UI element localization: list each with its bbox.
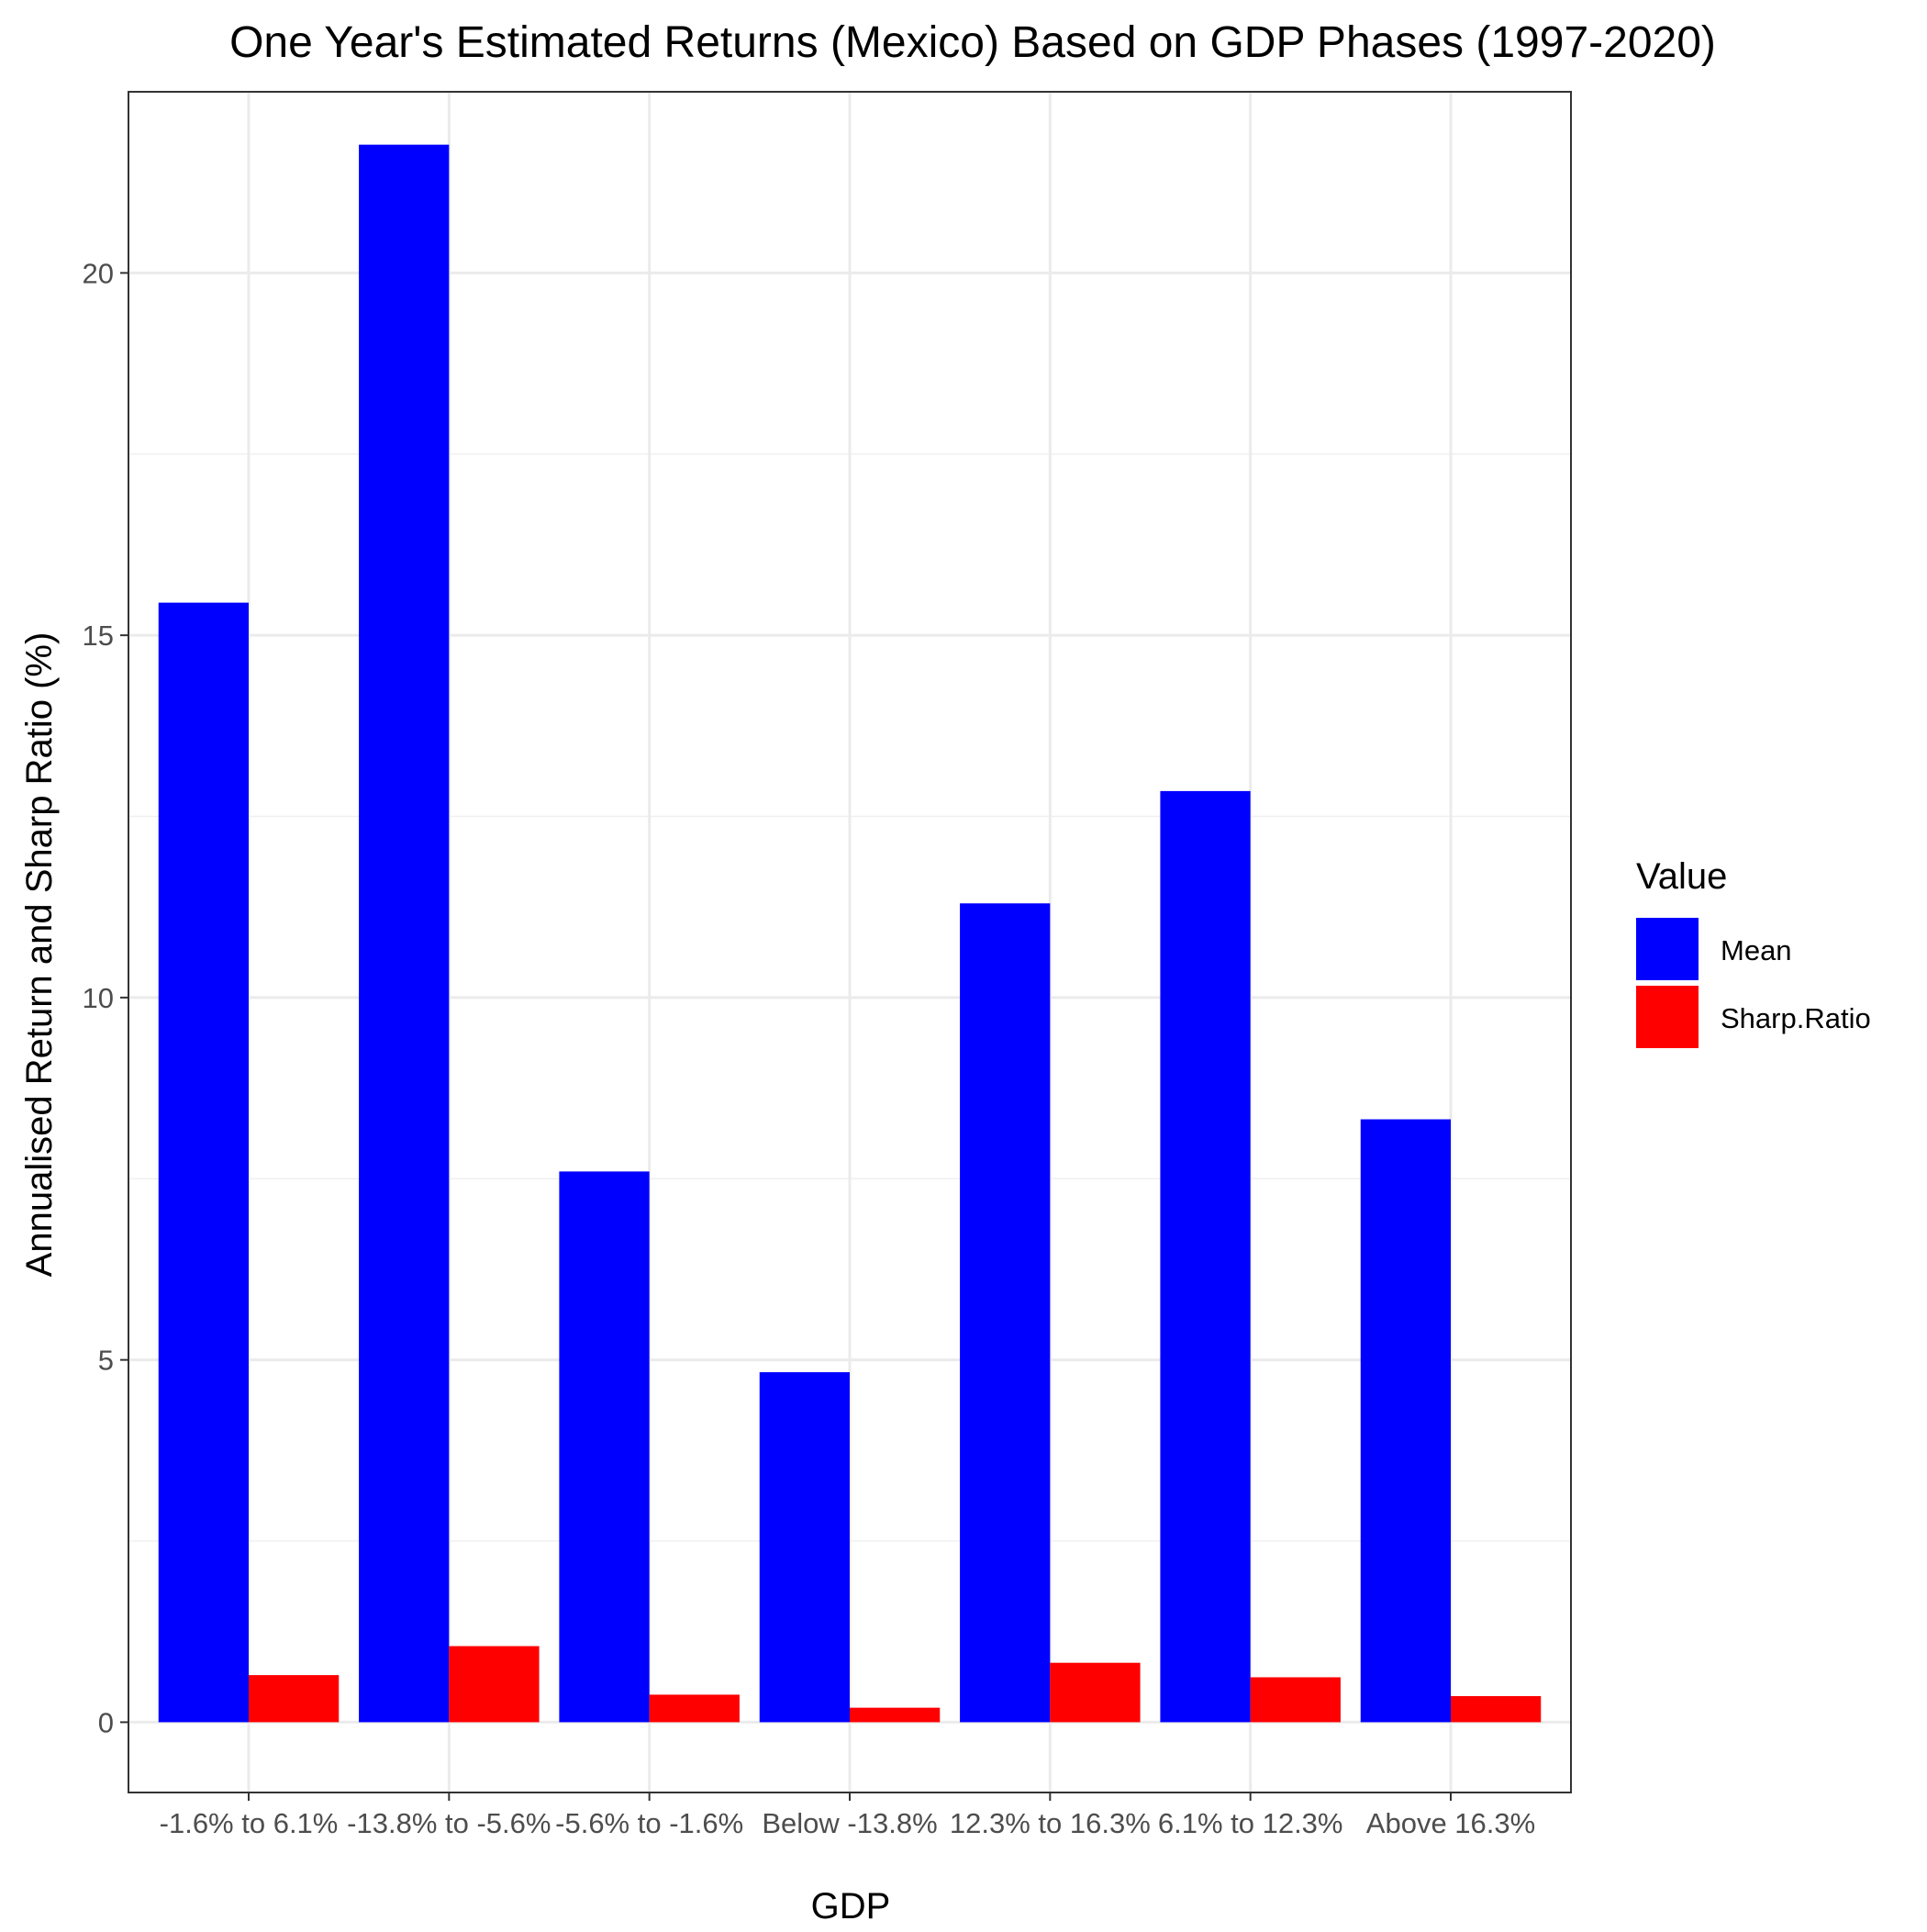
bar-sharp-ratio [1050,1662,1141,1723]
legend-items: Mean Sharp.Ratio [1636,918,1871,1048]
legend-title: Value [1636,856,1727,897]
legend-label: Sharp.Ratio [1721,1002,1871,1034]
bar-sharp-ratio [1250,1677,1341,1723]
x-axis-title: GDP [811,1886,891,1926]
legend-label: Mean [1721,934,1792,966]
bar-mean [960,903,1051,1723]
x-tick-label: -5.6% to -1.6% [555,1807,743,1839]
bar-sharp-ratio [850,1707,941,1723]
bar-mean [359,144,450,1723]
x-tick-label: 6.1% to 12.3% [1158,1807,1343,1839]
bar-mean [559,1171,650,1723]
y-tick-label: 0 [98,1706,114,1738]
y-axis-title: Annualised Return and Sharp Ratio (%) [19,632,60,1278]
legend-key [1636,918,1699,980]
x-tick-label: -1.6% to 6.1% [160,1807,339,1839]
x-tick-label: Above 16.3% [1366,1807,1535,1839]
y-tick-label: 20 [83,257,114,289]
legend: Value Mean Sharp.Ratio [1636,856,1871,1048]
bar-mean [158,602,249,1723]
bars [158,144,1542,1723]
chart-title: One Year's Estimated Returns (Mexico) Ba… [229,18,1716,67]
bar-sharp-ratio [449,1646,540,1723]
x-tick-label: 12.3% to 16.3% [950,1807,1151,1839]
y-tick-label: 5 [98,1345,114,1377]
y-tick-label: 15 [83,620,114,652]
x-tick-label: Below -13.8% [762,1807,937,1839]
bar-mean [1160,790,1251,1723]
legend-key [1636,986,1699,1048]
bar-sharp-ratio [649,1694,740,1723]
bar-mean [1360,1119,1451,1723]
x-tick-label: -13.8% to -5.6% [347,1807,551,1839]
bar-sharp-ratio [1451,1695,1542,1723]
axes: 0 5 10 15 20 -1.6% to 6.1% -13.8% to -5.6% -5.6… [83,257,1536,1839]
y-tick-label: 10 [83,982,114,1014]
bar-sharp-ratio [249,1675,340,1723]
bar-mean [759,1372,850,1723]
